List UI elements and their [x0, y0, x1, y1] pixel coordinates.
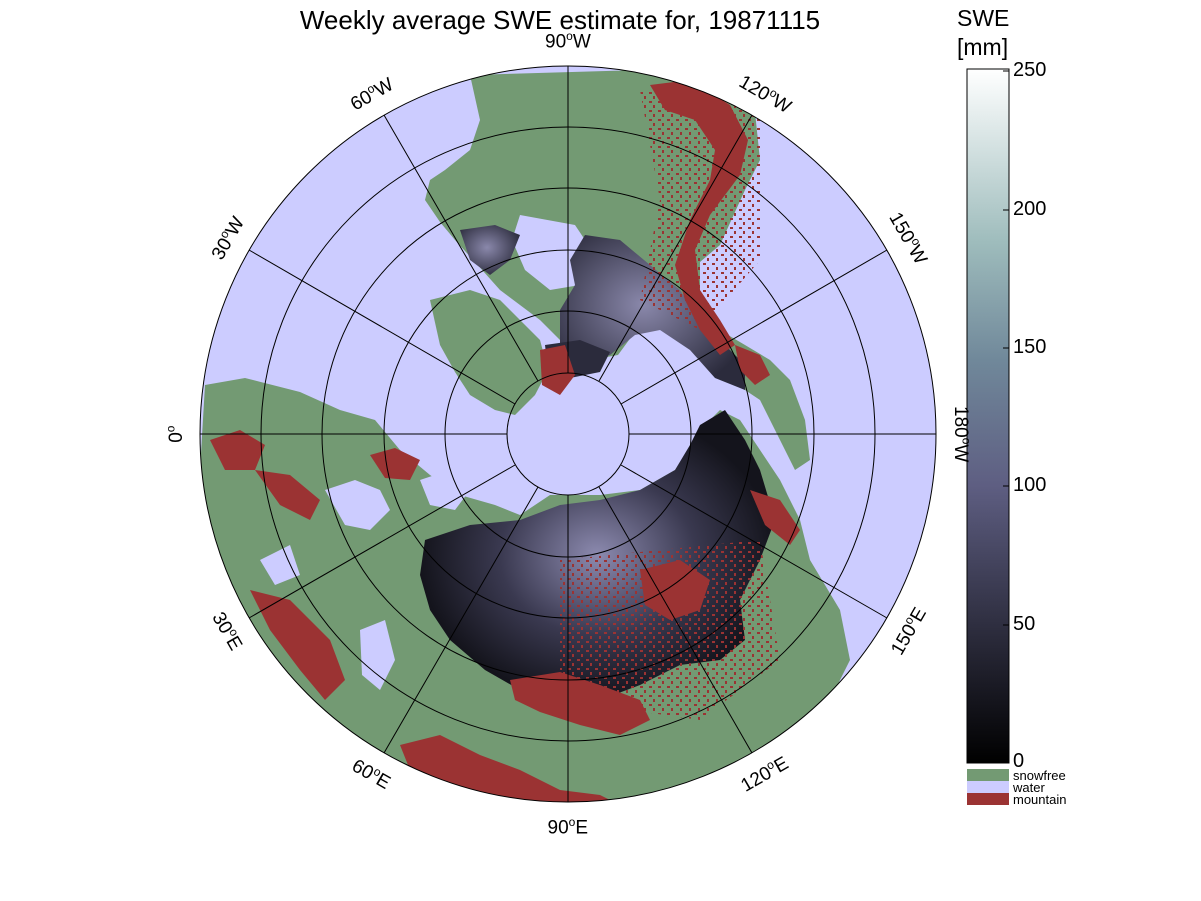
- mountain-alaska-range: [735, 345, 770, 385]
- colorbar-tick-label: 100: [1013, 474, 1047, 496]
- longitude-hemisphere: E: [575, 817, 589, 839]
- degree-symbol: o: [566, 29, 573, 43]
- mountain-speckle-rockies: [640, 90, 760, 330]
- longitude-value: 0: [165, 432, 187, 443]
- colorbar-title-variable: SWE: [957, 5, 1010, 31]
- longitude-value: 90: [547, 817, 569, 839]
- mountain-urals: [370, 448, 420, 480]
- water-caspian: [360, 620, 395, 690]
- mountain-central-asia: [510, 672, 650, 735]
- snow-cover-arctic-islands: [460, 225, 520, 275]
- longitude-value: 180: [950, 406, 971, 438]
- longitude-label: 90oE: [548, 815, 589, 839]
- degree-symbol: o: [568, 815, 576, 829]
- colorbar-title: SWE [mm]: [957, 4, 1009, 62]
- longitude-value: 90: [545, 31, 567, 53]
- legend-label-mountain: mountain: [1013, 792, 1067, 807]
- mountain-kamchatka: [750, 490, 800, 545]
- legend-label-water: water: [1013, 780, 1045, 795]
- legend-label-snowfree: snowfree: [1013, 768, 1066, 783]
- colorbar-ticks: [1003, 70, 1009, 763]
- longitude-label: 0o: [163, 426, 187, 443]
- mountain-alps: [210, 430, 265, 470]
- map-title: Weekly average SWE estimate for, 1987111…: [299, 5, 821, 35]
- legend-swatch-snowfree: [967, 769, 1009, 781]
- colorbar-tick-label: 150: [1013, 336, 1047, 358]
- colorbar-tick-label: 250: [1013, 59, 1047, 81]
- degree-symbol: o: [162, 425, 177, 433]
- legend-swatch-mountain: [967, 793, 1009, 805]
- water-white-sea: [420, 470, 470, 510]
- water-black-sea: [260, 545, 300, 585]
- longitude-label: 90oW: [545, 29, 591, 53]
- map-boundary: [199, 65, 937, 803]
- mountain-scandinavia: [255, 470, 320, 520]
- mountain-greenland: [540, 345, 575, 395]
- colorbar-gradient: [966, 68, 1010, 764]
- colorbar-tick-label: 50: [1013, 613, 1036, 635]
- colorbar-tick-label: 0: [1013, 750, 1025, 772]
- longitude-label: 180oW: [949, 406, 973, 462]
- longitude-hemisphere: W: [950, 444, 971, 463]
- colorbar-title-unit: [mm]: [957, 34, 1009, 60]
- water-arctic-inner: [520, 400, 630, 475]
- water-baltic: [325, 480, 390, 530]
- longitude-hemisphere: W: [572, 31, 591, 53]
- mountain-caucasus: [250, 590, 345, 700]
- legend-swatch-water: [967, 781, 1009, 793]
- graticule: [200, 66, 936, 802]
- colorbar-tick-label: 200: [1013, 198, 1047, 220]
